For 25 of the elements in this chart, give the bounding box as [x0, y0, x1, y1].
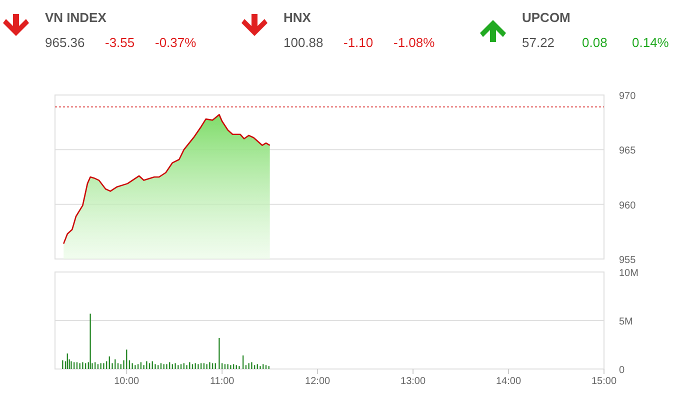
x-tick-label: 10:00: [114, 376, 140, 387]
x-tick-label: 11:00: [210, 376, 235, 387]
category-label: VN INDEX: [45, 10, 107, 25]
x-tick-label: 12:00: [305, 376, 331, 387]
y-tick-label: 970: [619, 91, 636, 102]
data-label: 100.88: [284, 35, 324, 50]
y-tick-label: 0: [619, 365, 625, 376]
y-tick-label: 5M: [619, 316, 633, 328]
data-label: 57.22: [522, 35, 555, 50]
x-tick-label: 14:00: [496, 376, 522, 387]
data-label: -1.08%: [394, 35, 436, 50]
category-label: UPCOM: [522, 10, 570, 25]
category-label: HNX: [284, 10, 312, 25]
data-label: 965.36: [45, 35, 85, 50]
y-tick-label: 965: [619, 146, 636, 157]
data-label: -3.55: [105, 35, 135, 50]
y-tick-label: 960: [619, 200, 636, 212]
x-tick-label: 13:00: [400, 376, 426, 387]
y-tick-label: 10M: [619, 268, 638, 279]
data-label: 0.08: [582, 35, 608, 50]
x-tick-label: 15:00: [591, 376, 617, 387]
data-label: -1.10: [344, 35, 374, 50]
data-label: -0.37%: [155, 35, 197, 50]
y-tick-label: 955: [619, 255, 636, 266]
data-label: 0.14%: [632, 35, 670, 50]
